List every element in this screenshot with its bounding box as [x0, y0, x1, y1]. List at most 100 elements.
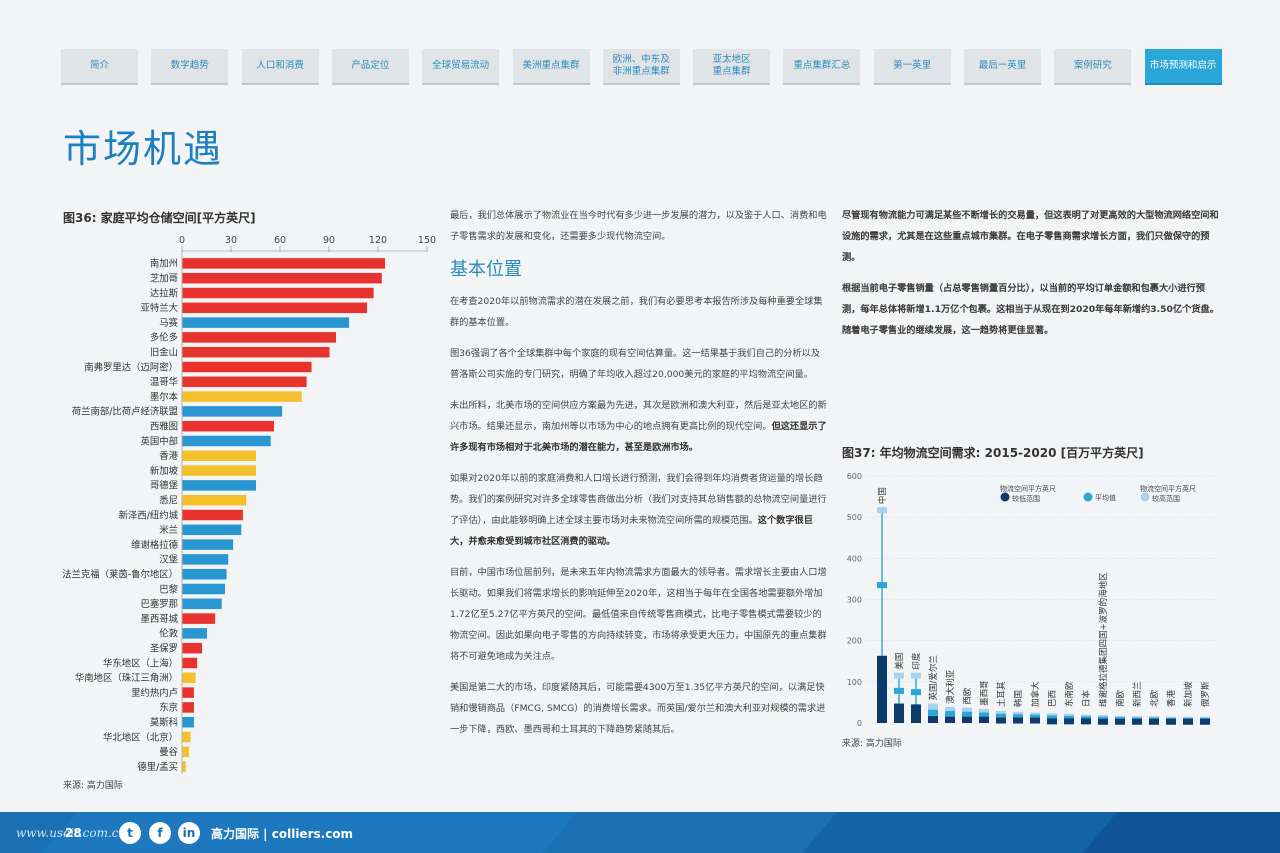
nav-tab[interactable]: 市场预测和启示: [1144, 49, 1222, 85]
y-tick-label: 100: [847, 678, 862, 687]
bar: [182, 598, 222, 610]
fig37-source: 来源: 高力国际: [842, 739, 902, 749]
facebook-icon[interactable]: f: [149, 822, 171, 844]
bar: [182, 642, 203, 654]
legend-swatch: [1140, 492, 1150, 502]
low-marker: [996, 717, 1006, 724]
low-marker: [962, 716, 972, 723]
low-marker: [1064, 718, 1074, 725]
bar: [182, 613, 216, 624]
nav-tab[interactable]: 重点集群汇总: [783, 49, 861, 85]
category-label: 北欧: [1149, 689, 1160, 707]
category-label: 莫斯科: [150, 717, 179, 729]
linkedin-icon[interactable]: in: [178, 822, 200, 844]
nav-tab[interactable]: 案例研究: [1054, 49, 1132, 85]
watermark: www.useit.com.cn: [16, 825, 127, 840]
y-tick-label: 200: [847, 637, 862, 646]
bar: [182, 716, 194, 728]
low-bar: [894, 706, 904, 723]
bar: [182, 287, 374, 299]
bar: [182, 420, 274, 432]
category-label: 巴黎: [159, 583, 178, 595]
fig36-bar-chart: 0 30 60 90 120 150 南加州芝加哥达拉斯亚特兰大马赛多伦多旧金山南弗罗里达（…: [62, 235, 436, 774]
category-label: 俄罗斯: [1200, 681, 1211, 707]
category-label: 华东地区（上海）: [103, 657, 178, 669]
nav-tab[interactable]: 美洲重点集群: [512, 49, 590, 85]
low-marker: [1149, 718, 1159, 725]
low-marker: [1081, 718, 1091, 725]
category-label: 加拿大: [1030, 681, 1041, 707]
low-bar: [877, 658, 887, 723]
category-label: 新加坡: [1183, 681, 1194, 707]
bar: [182, 272, 382, 284]
category-label: 印度: [911, 652, 922, 670]
nav-tab[interactable]: 人口和消费: [241, 49, 319, 85]
bar: [182, 480, 256, 491]
category-label: 英国/爱尔兰: [928, 655, 939, 700]
legend-label: 物流空间平方英尺: [1000, 484, 1056, 493]
high-marker: [877, 507, 887, 514]
legend-label: 平均值: [1095, 493, 1116, 502]
x-tick-label: 30: [225, 235, 237, 246]
bar: [182, 568, 227, 580]
category-label: 巴塞罗那: [140, 598, 178, 610]
bar: [182, 450, 256, 462]
low-marker: [945, 716, 955, 723]
low-marker: [1030, 717, 1040, 724]
category-label: 西雅图: [150, 421, 178, 433]
low-marker: [928, 715, 938, 722]
bar: [182, 539, 234, 550]
category-label: 马赛: [159, 317, 178, 329]
bar: [182, 746, 190, 758]
bar: [182, 258, 386, 269]
nav-tab[interactable]: 第一英里: [873, 49, 951, 85]
legend-swatch: [1000, 492, 1010, 502]
y-tick-label: 0: [857, 719, 862, 728]
nav-tab[interactable]: 全球贸易流动: [422, 49, 500, 85]
x-tick-label: 0: [179, 235, 185, 246]
bar: [182, 494, 247, 506]
twitter-icon[interactable]: t: [119, 822, 141, 844]
high-marker: [962, 707, 972, 714]
page-number: 28: [65, 826, 82, 840]
avg-marker: [877, 582, 887, 589]
legend-label: 较低范围: [1012, 494, 1040, 503]
category-label: 土耳其: [996, 681, 1007, 707]
brand-link[interactable]: 高力国际 | colliers.com: [211, 827, 354, 841]
low-bar: [911, 707, 921, 723]
category-label: 东南欧: [1064, 681, 1075, 707]
paragraph: 在考查2020年以前物流需求的潜在发展之前，我们有必要思考本报告所涉及每种重要全…: [450, 296, 823, 328]
category-label: 巴西: [1048, 690, 1058, 707]
category-label: 美国: [894, 653, 905, 670]
nav-tab[interactable]: 产品定位: [331, 49, 409, 85]
legend-label: 较高范围: [1152, 494, 1180, 503]
nav-tab[interactable]: 最后一英里: [964, 49, 1041, 85]
paragraph-text: 如果对2020年以前的家庭消费和人口增长进行预测，我们会得到年均消费者货运量的增…: [450, 473, 827, 526]
category-label: 墨西哥: [980, 680, 990, 706]
nav-tab[interactable]: 亚太地区 重点集群: [693, 49, 771, 85]
x-tick-label: 120: [369, 235, 387, 246]
low-marker: [1098, 718, 1108, 725]
low-marker: [1013, 717, 1023, 724]
low-marker: [1047, 718, 1057, 725]
category-label: 南加州: [150, 258, 178, 270]
nav-tab[interactable]: 数字趋势: [151, 49, 229, 85]
bar: [182, 657, 198, 669]
low-marker: [1183, 718, 1193, 725]
bar: [182, 628, 207, 639]
bar: [182, 687, 194, 698]
category-label: 南弗罗里达（迈阿密）: [84, 361, 178, 373]
high-marker: [911, 672, 921, 679]
bar: [182, 332, 337, 343]
nav-tab[interactable]: 欧洲、中东及 非洲重点集群: [602, 49, 680, 85]
nav-tab[interactable]: 简介: [61, 49, 138, 85]
low-marker: [877, 655, 887, 662]
bar: [182, 465, 256, 476]
category-label: 新泽西/纽约城: [119, 509, 179, 521]
low-marker: [894, 703, 904, 710]
low-marker: [979, 716, 989, 723]
bar: [182, 583, 225, 595]
bar: [182, 524, 242, 536]
paragraph: 如果对2020年以前的家庭消费和人口增长进行预测，我们会得到年均消费者货运量的增…: [450, 468, 828, 552]
